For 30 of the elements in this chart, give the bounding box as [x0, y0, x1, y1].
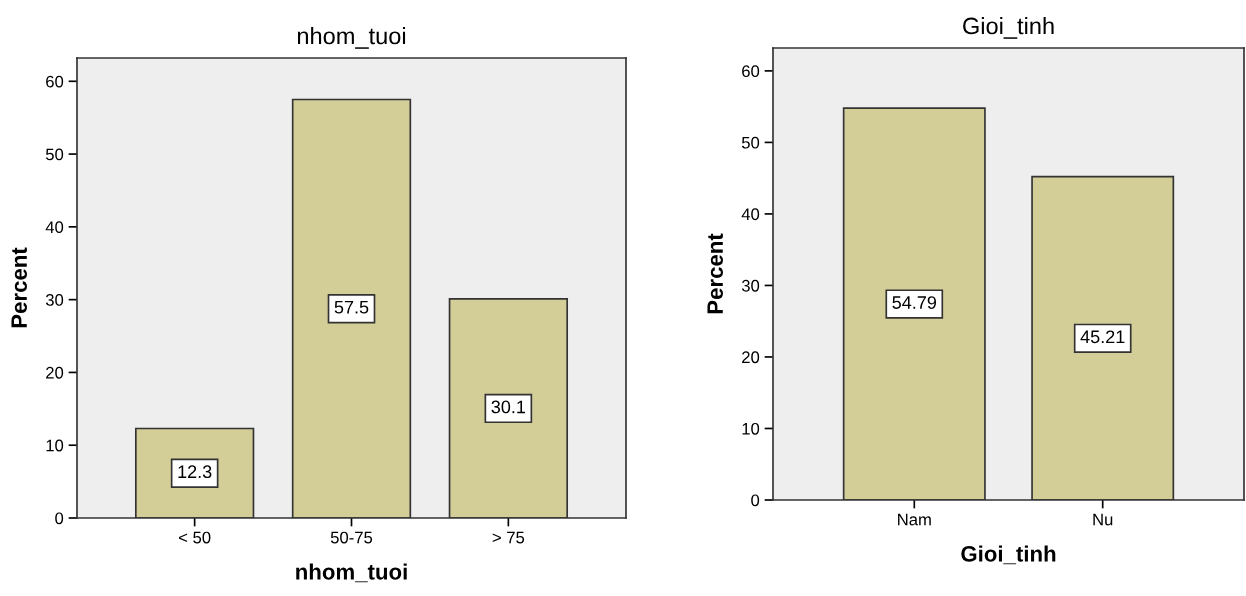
x-tick-label: 50-75: [330, 531, 373, 544]
chart-title: Gioi_tinh: [963, 17, 1054, 39]
y-tick-label: 30: [45, 294, 64, 306]
chart-title: nhom_tuoi: [297, 27, 406, 49]
data-label: 57.5: [334, 300, 369, 314]
x-axis-title: nhom_tuoi: [296, 563, 407, 583]
y-axis-title: Percent: [707, 233, 723, 314]
y-tick-label: 0: [751, 494, 760, 507]
y-axis-title: Percent: [11, 247, 27, 328]
data-label: 12.3: [178, 465, 212, 479]
x-tick-label: Nam: [898, 513, 931, 526]
y-tick-label: 40: [45, 221, 64, 234]
y-tick-label: 10: [46, 439, 64, 452]
y-tick-label: 40: [741, 208, 760, 221]
y-tick-label: 10: [742, 422, 760, 435]
y-tick-label: 0: [55, 512, 64, 525]
x-tick-label: Nu: [1093, 513, 1113, 526]
x-axis-title: Gioi_tinh: [961, 545, 1056, 565]
data-label: 54.79: [892, 296, 937, 309]
y-tick-label: 50: [45, 148, 64, 161]
y-tick-label: 60: [46, 75, 64, 88]
y-tick-label: 30: [741, 279, 760, 292]
y-tick-label: 60: [742, 65, 760, 78]
x-tick-label: > 75: [492, 531, 525, 544]
data-label: 30.1: [491, 400, 526, 414]
y-tick-label: 20: [46, 366, 64, 379]
y-tick-label: 50: [741, 136, 760, 149]
data-label: 45.21: [1080, 330, 1125, 344]
x-tick-label: < 50: [179, 531, 211, 544]
y-tick-label: 20: [742, 351, 760, 364]
